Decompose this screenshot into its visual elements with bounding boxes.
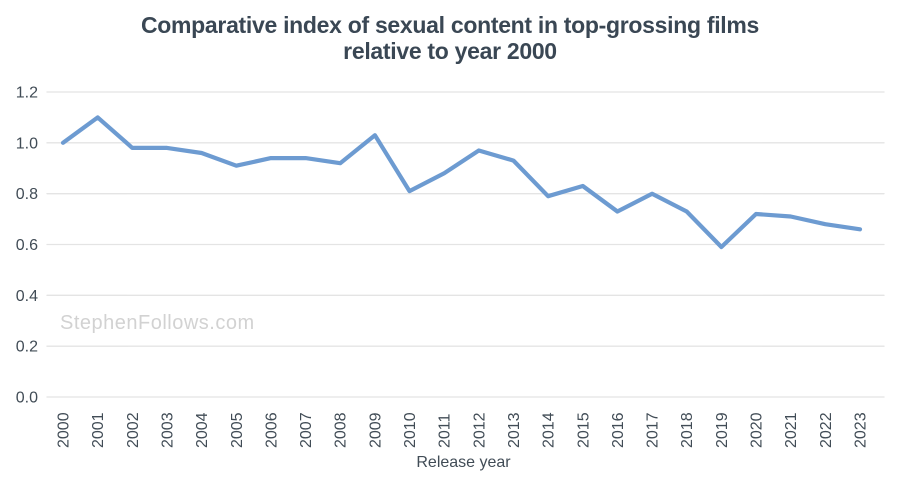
x-tick-label: 2011 bbox=[437, 413, 454, 448]
chart-title-line2: relative to year 2000 bbox=[343, 38, 557, 64]
x-tick-label: 2021 bbox=[783, 412, 800, 448]
y-tick-label: 0.2 bbox=[16, 339, 38, 356]
x-tick-label: 2009 bbox=[367, 412, 384, 448]
y-tick-label: 0.0 bbox=[16, 390, 38, 407]
x-tick-label: 2004 bbox=[194, 412, 211, 448]
chart-title-line1: Comparative index of sexual content in t… bbox=[140, 12, 760, 38]
x-tick-label: 2002 bbox=[125, 412, 142, 448]
x-tick-label: 2018 bbox=[679, 412, 696, 448]
x-tick-label: 2019 bbox=[714, 412, 731, 448]
x-tick-label: 2001 bbox=[90, 412, 107, 448]
x-tick-label: 2014 bbox=[541, 412, 558, 448]
x-tick-label: 2000 bbox=[56, 412, 73, 448]
watermark: StephenFollows.com bbox=[60, 312, 255, 334]
x-tick-label: 2010 bbox=[402, 412, 419, 448]
x-tick-label: 2005 bbox=[229, 412, 246, 448]
x-axis-title: Release year bbox=[416, 454, 511, 471]
x-tick-label: 2013 bbox=[506, 412, 523, 448]
x-tick-label: 2003 bbox=[159, 412, 176, 448]
y-tick-label: 0.8 bbox=[16, 186, 38, 203]
x-tick-label: 2006 bbox=[263, 412, 280, 448]
y-tick-label: 1.2 bbox=[16, 85, 38, 102]
y-tick-label: 1.0 bbox=[16, 135, 38, 152]
x-tick-label: 2016 bbox=[610, 412, 627, 448]
chart-title: Comparative index of sexual content in t… bbox=[0, 12, 900, 64]
x-tick-label: 2007 bbox=[298, 412, 315, 448]
x-tick-label: 2017 bbox=[645, 412, 662, 448]
x-tick-label: 2015 bbox=[575, 412, 592, 448]
x-tick-label: 2023 bbox=[853, 412, 870, 448]
y-tick-label: 0.6 bbox=[16, 237, 38, 254]
data-line bbox=[60, 115, 863, 250]
x-tick-label: 2022 bbox=[818, 412, 835, 448]
x-tick-label: 2020 bbox=[749, 412, 766, 448]
x-tick-label: 2008 bbox=[333, 412, 350, 448]
y-tick-label: 0.4 bbox=[16, 288, 38, 305]
x-tick-label: 2012 bbox=[471, 412, 488, 448]
